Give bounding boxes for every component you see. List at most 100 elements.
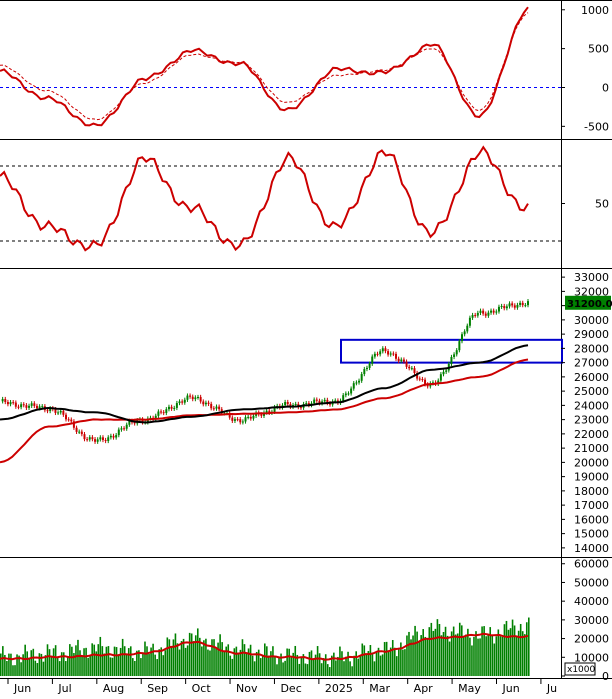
volume-bar [140, 658, 142, 676]
volume-bar [178, 649, 181, 676]
x-tick-label: Ju [546, 682, 557, 695]
price-candle [376, 353, 379, 355]
price-candle [215, 406, 218, 409]
price-candle [397, 358, 400, 362]
price-candle [96, 439, 99, 442]
price-candle [379, 351, 382, 355]
macd-panel [0, 6, 561, 127]
price-candle [368, 363, 371, 368]
volume-bar [48, 649, 51, 676]
price-candle [490, 310, 493, 313]
price-candle [204, 402, 207, 405]
volume-bar [231, 658, 234, 676]
price-candle [120, 428, 123, 430]
volume-bar [166, 637, 169, 676]
volume-bar [194, 635, 197, 676]
volume-bar [199, 637, 201, 676]
price-candle [17, 406, 20, 408]
volume-bar [442, 631, 445, 676]
volume-bar [121, 638, 124, 676]
price-candle [249, 416, 252, 419]
volume-bar [156, 659, 158, 676]
volume-bar [89, 655, 91, 676]
volume-bar [233, 648, 236, 676]
oscillator-line [0, 145, 529, 252]
y-tick-label: 30000 [574, 314, 609, 327]
macd-line [0, 6, 529, 127]
volume-bar [477, 638, 479, 676]
volume-bar [367, 651, 370, 676]
y-axis-tick-labels: 10005000-5005033000320003100030000290002… [561, 4, 609, 683]
x-tick-label: Aug [103, 682, 124, 695]
price-candle [4, 399, 7, 403]
volume-bar [426, 639, 429, 676]
volume-bar [26, 651, 28, 676]
price-candle [408, 366, 411, 369]
volume-bar [71, 646, 73, 676]
volume-unit-frame [564, 662, 596, 676]
price-candle [191, 396, 194, 400]
price-candle [260, 414, 263, 416]
volume-bar [87, 657, 89, 676]
price-candle [9, 402, 12, 405]
volume-bar [160, 647, 163, 676]
price-candle [175, 403, 178, 408]
price-panel [0, 298, 563, 464]
volume-bar [172, 639, 175, 676]
volume-bar [36, 663, 39, 676]
price-candle [14, 402, 17, 407]
price-candle [20, 404, 23, 408]
price-candle [484, 313, 487, 316]
price-candle [497, 306, 500, 312]
volume-bar [32, 648, 35, 676]
price-candle [360, 374, 363, 381]
price-candle [381, 348, 384, 352]
volume-bar [379, 655, 382, 676]
volume-bar [268, 655, 270, 676]
volume-bar [408, 631, 410, 676]
oscillator-panel [0, 145, 561, 252]
volume-bar [414, 625, 416, 676]
price-candle [421, 379, 424, 381]
price-candle [508, 303, 511, 307]
volume-bar [505, 620, 508, 676]
price-candle [445, 370, 448, 372]
price-candle [117, 429, 120, 436]
volume-bar [95, 651, 98, 676]
price-candle [265, 410, 268, 413]
volume-bar [170, 646, 173, 676]
volume-bar [58, 661, 61, 676]
volume-bar [52, 648, 55, 676]
price-candle [107, 437, 110, 441]
volume-bar [261, 654, 264, 676]
volume-bar [60, 652, 63, 676]
price-candle [80, 431, 83, 435]
price-candle [329, 403, 331, 405]
volume-bar [34, 660, 37, 676]
volume-bar [201, 646, 203, 676]
volume-bar [227, 644, 230, 676]
price-candle [210, 403, 213, 409]
price-candle [212, 408, 215, 410]
volume-bar [196, 628, 199, 676]
volume-bar [93, 644, 96, 676]
price-candle [355, 382, 358, 384]
volume-bar [184, 647, 187, 676]
volume-bar [475, 631, 477, 676]
volume-bar [507, 629, 510, 676]
price-candle [463, 331, 466, 335]
price-candle [344, 393, 347, 396]
y-tick-label: 40000 [574, 595, 609, 608]
volume-bar [251, 655, 254, 676]
volume-bar [54, 645, 57, 676]
volume-bar [127, 648, 130, 676]
volume-bar [373, 661, 376, 676]
volume-bar [203, 640, 205, 676]
price-candle [273, 407, 276, 412]
volume-bar [481, 626, 483, 676]
volume-bar [150, 647, 152, 676]
price-candle [54, 409, 57, 413]
volume-bar [205, 638, 207, 676]
volume-bar [304, 663, 307, 676]
